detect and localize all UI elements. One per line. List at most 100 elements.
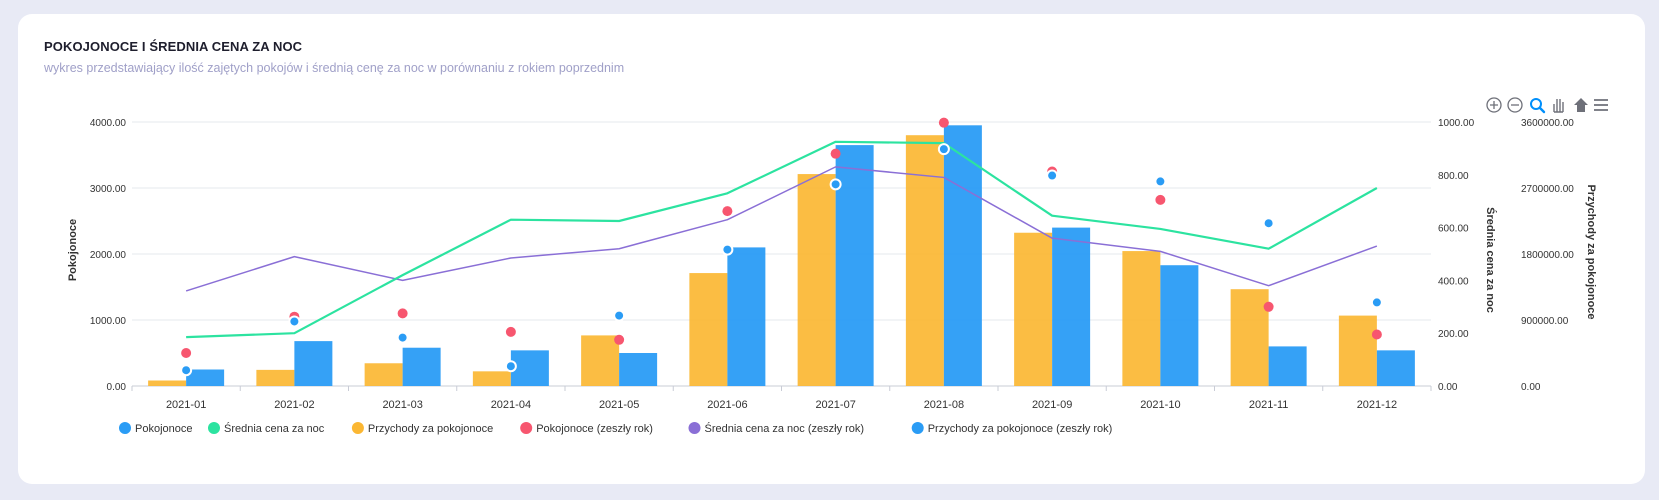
dot-pokojonoce-zeszly-rok[interactable] (1155, 194, 1166, 205)
bar-pokojonoce[interactable] (943, 125, 982, 387)
bar-pokojonoce[interactable] (402, 347, 441, 386)
y-right2-tick-label: 900000.00 (1521, 316, 1569, 327)
y-left-tick-label: 0.00 (107, 382, 127, 393)
card-subtitle: wykres przedstawiający ilość zajętych po… (44, 61, 625, 75)
legend-marker[interactable] (520, 422, 533, 434)
y-right1-tick-label: 0.00 (1438, 382, 1458, 393)
x-category-label: 2021-01 (166, 399, 206, 411)
dot-przychody-zeszly-rok[interactable] (180, 364, 193, 377)
dot-przychody-zeszly-rok[interactable] (1262, 217, 1275, 230)
line-srednia-cena (186, 140, 1378, 339)
y-right2-tick-label: 0.00 (1521, 382, 1541, 393)
bar-przychody[interactable] (1230, 289, 1269, 386)
bar-pokojonoce[interactable] (294, 341, 333, 386)
bar-pokojonoce[interactable] (1376, 350, 1415, 386)
x-category-label: 2021-10 (1140, 399, 1180, 411)
y-left-tick-label: 3000.00 (90, 184, 127, 195)
zoom-in-icon[interactable] (1486, 97, 1502, 113)
line-srednia-cena-zeszly-rok (185, 166, 1378, 292)
bar-przychody[interactable] (1122, 251, 1161, 386)
x-category-label: 2021-12 (1357, 399, 1397, 411)
zoom-selection-icon[interactable] (1530, 98, 1546, 114)
y-left-tick-label: 1000.00 (90, 316, 127, 327)
bar-pokojonoce[interactable] (1052, 227, 1091, 386)
home-reset-icon[interactable] (1574, 98, 1588, 112)
dot-pokojonoce-zeszly-rok[interactable] (830, 148, 841, 159)
dot-przychody-zeszly-rok[interactable] (721, 243, 734, 256)
x-category-label: 2021-03 (382, 399, 422, 411)
zoom-out-icon[interactable] (1507, 97, 1523, 113)
dot-przychody-zeszly-rok[interactable] (1154, 175, 1167, 188)
y-right1-tick-label: 400.00 (1438, 276, 1469, 287)
y-left-tick-label: 4000.00 (90, 118, 127, 129)
y-left-tick-label: 2000.00 (90, 250, 127, 261)
dot-pokojonoce-zeszly-rok[interactable] (722, 206, 733, 217)
bar-przychody[interactable] (797, 174, 836, 386)
y-left-axis-title: Pokojonoce (67, 219, 79, 281)
bar-pokojonoce[interactable] (186, 369, 225, 387)
y-right1-tick-label: 800.00 (1438, 171, 1469, 182)
bar-przychody[interactable] (148, 380, 187, 387)
y-right2-tick-label: 1800000.00 (1521, 250, 1574, 261)
bar-przychody[interactable] (1338, 315, 1377, 386)
x-category-label: 2021-02 (274, 399, 314, 411)
x-category-label: 2021-05 (599, 399, 639, 411)
bar-przychody[interactable] (689, 273, 728, 386)
y-right1-tick-label: 200.00 (1438, 329, 1469, 340)
bar-pokojonoce[interactable] (1160, 265, 1199, 386)
dot-pokojonoce-zeszly-rok[interactable] (614, 334, 625, 345)
bar-przychody[interactable] (364, 363, 403, 386)
dot-pokojonoce-zeszly-rok[interactable] (505, 326, 516, 337)
legend-label: Przychody za pokojonoce (zeszły rok) (928, 423, 1113, 435)
dot-przychody-zeszly-rok[interactable] (1046, 169, 1059, 182)
bar-pokojonoce[interactable] (1268, 346, 1307, 386)
x-category-label: 2021-08 (924, 399, 964, 411)
legend-label: Średnia cena za noc (zeszły rok) (705, 422, 865, 435)
bar-przychody[interactable] (581, 335, 620, 386)
x-category-label: 2021-11 (1249, 399, 1289, 411)
bar-przychody[interactable] (1014, 232, 1053, 386)
dot-przychody-zeszly-rok[interactable] (504, 360, 517, 373)
bar-pokojonoce[interactable] (727, 247, 766, 386)
dot-przychody-zeszly-rok[interactable] (396, 331, 409, 344)
pan-hand-icon[interactable] (1553, 99, 1564, 113)
dot-pokojonoce-zeszly-rok[interactable] (1371, 329, 1382, 340)
legend-marker[interactable] (688, 422, 701, 434)
dot-przychody-zeszly-rok[interactable] (1370, 296, 1383, 309)
x-category-label: 2021-04 (491, 399, 531, 411)
y-right2-tick-label: 3600000.00 (1521, 118, 1574, 129)
menu-icon[interactable] (1594, 99, 1608, 111)
bar-przychody[interactable] (905, 135, 944, 386)
x-category-label: 2021-09 (1032, 399, 1072, 411)
x-category-label: 2021-07 (815, 399, 855, 411)
dot-pokojonoce-zeszly-rok[interactable] (938, 117, 949, 128)
dot-przychody-zeszly-rok[interactable] (829, 178, 842, 191)
dot-pokojonoce-zeszly-rok[interactable] (397, 308, 408, 319)
dot-pokojonoce-zeszly-rok[interactable] (181, 348, 192, 358)
legend-label: Pokojonoce (zeszły rok) (536, 423, 653, 435)
bar-przychody[interactable] (472, 371, 511, 386)
bar-przychody[interactable] (256, 369, 295, 386)
dot-pokojonoce-zeszly-rok[interactable] (1263, 301, 1274, 312)
legend-marker[interactable] (119, 422, 131, 434)
bar-pokojonoce[interactable] (835, 145, 874, 386)
y-right2-tick-label: 2700000.00 (1521, 184, 1574, 195)
y-right1-tick-label: 1000.00 (1438, 118, 1475, 129)
legend-label: Pokojonoce (135, 423, 193, 435)
bar-pokojonoce[interactable] (510, 350, 549, 386)
legend-marker[interactable] (208, 422, 220, 434)
y-right2-axis-title: Przychody za pokojonoce (1585, 184, 1597, 319)
y-right1-axis-title: Średnia cena za noc (1484, 207, 1497, 313)
dot-przychody-zeszly-rok[interactable] (613, 309, 626, 322)
legend-marker[interactable] (911, 422, 924, 434)
bar-pokojonoce[interactable] (619, 353, 658, 386)
dot-przychody-zeszly-rok[interactable] (288, 315, 301, 328)
card-title: POKOJONOCE I ŚREDNIA CENA ZA NOC (44, 39, 303, 54)
legend-label: Średnia cena za noc (224, 422, 325, 435)
y-right1-tick-label: 600.00 (1438, 224, 1469, 235)
legend-label: Przychody za pokojonoce (368, 423, 493, 435)
dot-przychody-zeszly-rok[interactable] (937, 143, 950, 156)
legend-marker[interactable] (351, 422, 364, 434)
x-category-label: 2021-06 (707, 399, 747, 411)
